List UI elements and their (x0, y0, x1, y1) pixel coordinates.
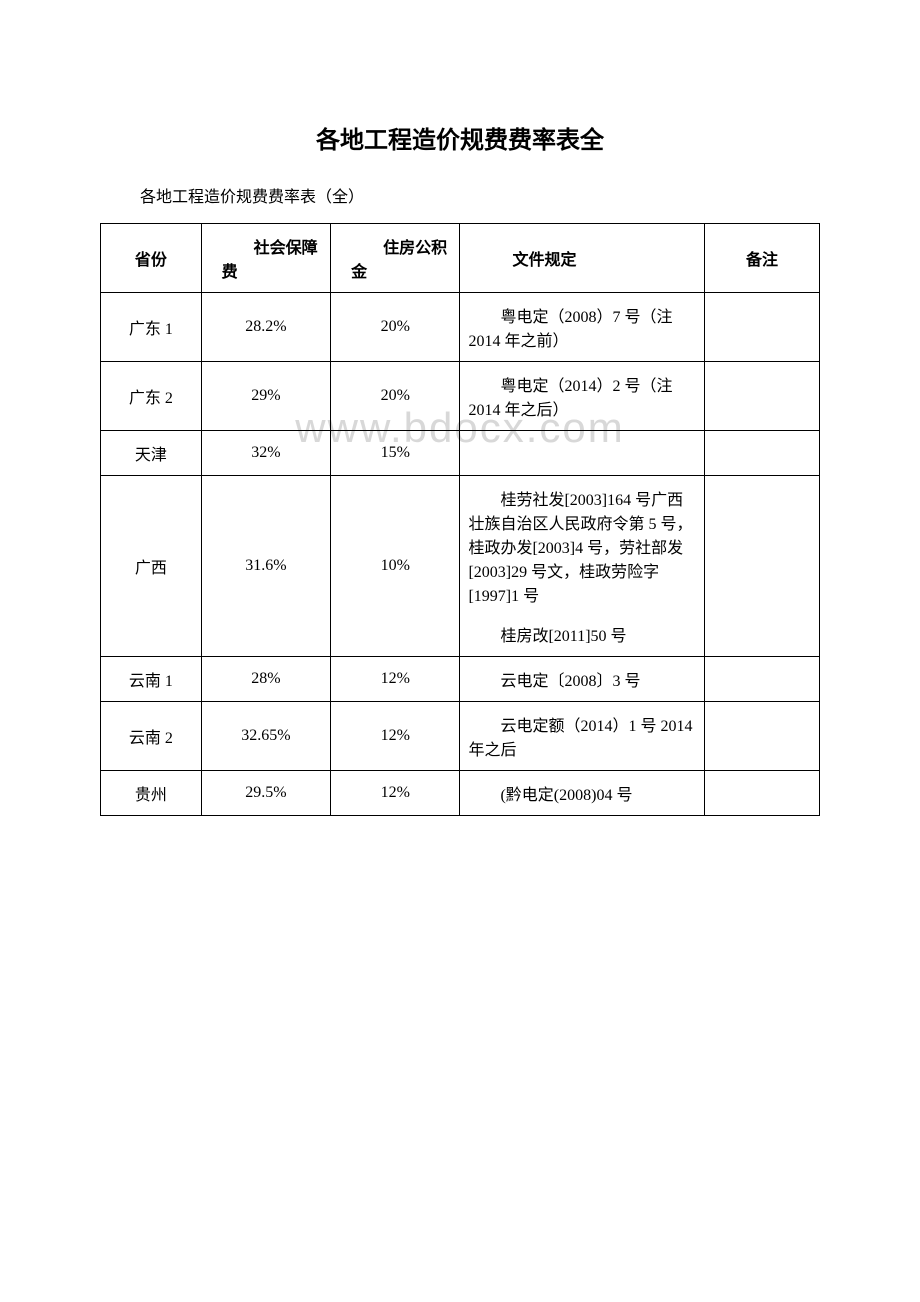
header-housing: 住房公积金 (331, 224, 460, 293)
cell-province: 天津 (101, 431, 202, 476)
cell-doc (460, 431, 704, 476)
cell-province: 贵州 (101, 771, 202, 816)
table-row: 云南 1 28% 12% 云电定〔2008〕3 号 (101, 657, 820, 702)
cell-doc: 桂劳社发[2003]164 号广西壮族自治区人民政府令第 5 号，桂政办发[20… (460, 476, 704, 657)
cell-housing: 12% (331, 771, 460, 816)
table-row: 云南 2 32.65% 12% 云电定额（2014）1 号 2014 年之后 (101, 702, 820, 771)
cell-remark (704, 293, 819, 362)
cell-province: 广西 (101, 476, 202, 657)
header-province: 省份 (101, 224, 202, 293)
cell-province: 广东 1 (101, 293, 202, 362)
cell-remark (704, 362, 819, 431)
cell-doc: 云电定〔2008〕3 号 (460, 657, 704, 702)
cell-remark (704, 771, 819, 816)
cell-remark (704, 702, 819, 771)
cell-housing: 10% (331, 476, 460, 657)
cell-doc: (黔电定(2008)04 号 (460, 771, 704, 816)
doc-paragraph: 桂劳社发[2003]164 号广西壮族自治区人民政府令第 5 号，桂政办发[20… (468, 486, 695, 606)
cell-doc: 粤电定（2014）2 号（注 2014 年之后） (460, 362, 704, 431)
doc-paragraph: 桂房改[2011]50 号 (468, 622, 695, 646)
cell-doc: 粤电定（2008）7 号（注 2014 年之前） (460, 293, 704, 362)
page-title: 各地工程造价规费费率表全 (100, 120, 820, 155)
table-row: 贵州 29.5% 12% (黔电定(2008)04 号 (101, 771, 820, 816)
cell-housing: 12% (331, 657, 460, 702)
cell-remark (704, 657, 819, 702)
content-wrapper: 各地工程造价规费费率表全 各地工程造价规费费率表（全） 省份 社会保障费 住房公… (100, 120, 820, 816)
table-row: 天津 32% 15% (101, 431, 820, 476)
cell-housing: 20% (331, 293, 460, 362)
cell-social: 28.2% (201, 293, 330, 362)
cell-housing: 12% (331, 702, 460, 771)
fee-rate-table: 省份 社会保障费 住房公积金 文件规定 备注 广东 1 28.2% 20% 粤电… (100, 223, 820, 816)
page-subtitle: 各地工程造价规费费率表（全） (140, 183, 820, 207)
cell-province: 云南 1 (101, 657, 202, 702)
cell-housing: 20% (331, 362, 460, 431)
table-row: 广东 2 29% 20% 粤电定（2014）2 号（注 2014 年之后） (101, 362, 820, 431)
cell-social: 31.6% (201, 476, 330, 657)
cell-province: 云南 2 (101, 702, 202, 771)
cell-social: 32% (201, 431, 330, 476)
cell-social: 29% (201, 362, 330, 431)
header-remark: 备注 (704, 224, 819, 293)
header-doc: 文件规定 (460, 224, 704, 293)
cell-social: 32.65% (201, 702, 330, 771)
cell-social: 29.5% (201, 771, 330, 816)
cell-remark (704, 476, 819, 657)
cell-social: 28% (201, 657, 330, 702)
header-social: 社会保障费 (201, 224, 330, 293)
table-row: 广西 31.6% 10% 桂劳社发[2003]164 号广西壮族自治区人民政府令… (101, 476, 820, 657)
cell-housing: 15% (331, 431, 460, 476)
cell-province: 广东 2 (101, 362, 202, 431)
cell-remark (704, 431, 819, 476)
table-header-row: 省份 社会保障费 住房公积金 文件规定 备注 (101, 224, 820, 293)
table-row: 广东 1 28.2% 20% 粤电定（2008）7 号（注 2014 年之前） (101, 293, 820, 362)
cell-doc: 云电定额（2014）1 号 2014 年之后 (460, 702, 704, 771)
